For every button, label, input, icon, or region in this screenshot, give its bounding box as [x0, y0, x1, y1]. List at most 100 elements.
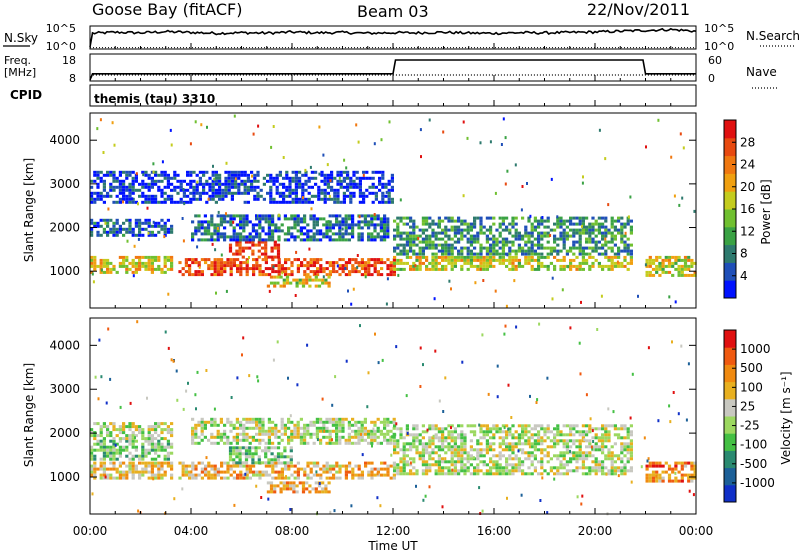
- heatmap-cell: [358, 185, 362, 189]
- heatmap-cell: [102, 439, 106, 443]
- heatmap-cell: [597, 439, 601, 443]
- noise-left-tick-top: 10^5: [46, 22, 76, 35]
- heatmap-cell: [379, 504, 382, 508]
- heatmap-cell: [330, 170, 334, 174]
- heatmap-cell: [434, 460, 438, 464]
- heatmap-cell: [395, 345, 398, 349]
- heatmap-cell: [191, 461, 195, 465]
- heatmap-cell: [301, 191, 305, 195]
- heatmap-cell: [301, 182, 305, 186]
- heatmap-cell: [604, 255, 608, 259]
- heatmap-cell: [106, 267, 110, 271]
- heatmap-cell: [106, 425, 110, 429]
- heatmap-cell: [620, 436, 624, 440]
- heatmap-cell: [312, 232, 316, 236]
- heatmap-cell: [360, 476, 364, 480]
- heatmap-cell: [132, 274, 135, 278]
- heatmap-cell: [287, 441, 291, 445]
- heatmap-cell: [629, 451, 633, 455]
- heatmap-cell: [549, 430, 553, 434]
- heatmap-cell: [163, 200, 167, 204]
- heatmap-cell: [96, 194, 100, 198]
- heatmap-cell: [252, 258, 256, 262]
- heatmap-cell: [572, 252, 576, 256]
- heatmap-cell: [264, 258, 268, 262]
- heatmap-cell: [170, 258, 174, 262]
- heatmap-cell: [680, 344, 683, 348]
- heatmap-cell: [453, 246, 457, 250]
- heatmap-cell: [307, 179, 311, 183]
- heatmap-cell: [431, 240, 435, 244]
- heatmap-cell: [211, 182, 215, 186]
- heatmap-cell: [546, 472, 550, 476]
- heatmap-cell: [232, 226, 236, 230]
- heatmap-cell: [242, 438, 246, 442]
- heatmap-cell: [479, 451, 483, 455]
- heatmap-cell: [357, 432, 361, 436]
- heatmap-cell: [251, 223, 255, 227]
- heatmap-cell: [216, 232, 220, 236]
- heatmap-cell: [147, 188, 151, 192]
- heatmap-cell: [360, 232, 364, 236]
- heatmap-cell: [293, 429, 297, 433]
- heatmap-cell: [613, 252, 617, 256]
- heatmap-cell: [150, 185, 154, 189]
- heatmap-cell: [248, 240, 252, 244]
- heatmap-cell: [585, 454, 589, 458]
- heatmap-cell: [450, 249, 454, 253]
- heatmap-cell: [508, 454, 512, 458]
- heatmap-cell: [323, 188, 327, 192]
- heatmap-cell: [655, 464, 659, 468]
- heatmap-cell: [437, 261, 441, 265]
- heatmap-cell: [239, 235, 243, 239]
- heatmap-cell: [441, 448, 445, 452]
- heatmap-cell: [223, 435, 227, 439]
- heatmap-cell: [173, 497, 176, 501]
- heatmap-cell: [154, 267, 158, 271]
- heatmap-cell: [457, 469, 461, 473]
- heatmap-cell: [412, 228, 416, 232]
- heatmap-cell: [255, 426, 259, 430]
- heatmap-cell: [485, 442, 489, 446]
- heatmap-cell: [248, 235, 252, 239]
- heatmap-cell: [96, 170, 100, 174]
- heatmap-cell: [428, 424, 432, 428]
- heatmap-cell: [396, 463, 400, 467]
- heatmap-cell: [244, 246, 249, 250]
- heatmap-cell: [283, 455, 287, 459]
- heatmap-cell: [591, 264, 595, 268]
- heatmap-cell: [203, 232, 207, 236]
- heatmap-cell: [466, 255, 470, 259]
- heatmap-cell: [530, 252, 534, 256]
- heatmap-cell: [308, 284, 312, 288]
- heatmap-cell: [479, 225, 483, 229]
- heatmap-cell: [415, 439, 419, 443]
- heatmap-cell: [578, 231, 582, 235]
- heatmap-cell: [235, 232, 239, 236]
- heatmap-cell: [182, 239, 185, 243]
- heatmap-cell: [138, 431, 142, 435]
- heatmap-cell: [147, 442, 151, 446]
- heatmap-cell: [232, 435, 236, 439]
- heatmap-cell: [434, 267, 438, 271]
- heatmap-cell: [412, 427, 416, 431]
- heatmap-cell: [118, 431, 122, 435]
- heatmap-cell: [234, 173, 238, 177]
- heatmap-cell: [623, 424, 627, 428]
- heatmap-cell: [144, 200, 148, 204]
- heatmap-cell: [389, 476, 393, 480]
- heatmap-cell: [128, 170, 132, 174]
- heatmap-cell: [122, 428, 126, 432]
- heatmap-cell: [150, 464, 154, 468]
- heatmap-cell: [277, 441, 281, 445]
- heatmap-cell: [412, 219, 416, 223]
- heatmap-cell: [287, 217, 291, 221]
- heatmap-cell: [492, 460, 496, 464]
- heatmap-cell: [261, 214, 265, 218]
- x-axis-label: Time UT: [367, 539, 418, 553]
- heatmap-cell: [242, 235, 246, 239]
- heatmap-cell: [543, 454, 547, 458]
- heatmap-cell: [344, 417, 348, 421]
- heatmap-cell: [585, 216, 589, 220]
- heatmap-cell: [102, 151, 105, 154]
